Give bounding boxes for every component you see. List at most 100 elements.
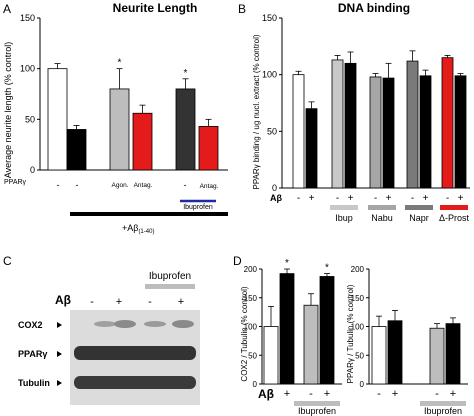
b-group-label-3: Napr xyxy=(409,213,429,223)
b-bar-6 xyxy=(382,77,395,189)
panel-b-title: DNA binding xyxy=(338,1,410,15)
d-left-sign-label-3: - xyxy=(309,388,313,400)
b-group-bar-1 xyxy=(330,205,358,210)
panel-c-ibuprofen-bar xyxy=(145,284,195,289)
b-ytick-label-1: 50 xyxy=(267,126,277,136)
blot-band-cox2-4 xyxy=(172,320,194,328)
blot-band-ppar xyxy=(74,346,196,360)
b-bar-4 xyxy=(344,62,357,189)
panel-c-sign-1: - xyxy=(90,296,94,308)
blot-arrow-tubulin xyxy=(57,380,62,386)
d-right-ytick-label-4: 200 xyxy=(351,265,365,274)
panel-d-ibuprofen-label-left: Ibuprofen xyxy=(298,406,336,416)
b-group-label-1: Ibup xyxy=(335,213,353,223)
blot-band-cox2-3 xyxy=(144,321,166,327)
d-left-bar-4 xyxy=(319,276,335,385)
b-bar-2 xyxy=(305,108,318,189)
d-right-bar-3 xyxy=(429,327,445,385)
panel-d-ylabel-left: COX2 / Tubulin (% control) xyxy=(240,286,249,381)
b-group-bar-4 xyxy=(440,205,468,210)
d-left-significance-2: * xyxy=(285,258,289,269)
a-bar-3 xyxy=(109,88,130,171)
a-category-label-5: - xyxy=(184,180,187,190)
d-left-ytick-label-4: 200 xyxy=(244,265,258,274)
b-group-bar-2 xyxy=(368,205,396,210)
b-bar-9 xyxy=(441,57,454,189)
panel-d-ibuprofen-bar-left xyxy=(294,401,340,406)
panel-c-sign-3: - xyxy=(148,296,152,308)
d-left-sign-label-4: + xyxy=(324,388,330,400)
b-sign-label-8: + xyxy=(423,193,429,204)
d-right-ytick-label-3: 150 xyxy=(351,294,365,303)
d-left-ytick-label-0: 0 xyxy=(253,380,258,389)
a-category-label-4: Antag. xyxy=(134,182,153,189)
panel-b-abeta-label: Aβ xyxy=(270,193,282,203)
panel-a-abeta-sub: (1-40) xyxy=(138,229,154,235)
category-labels: - - Agon. Antag. - Antag.- + - + - + - + - +Ibup Nabu Na… xyxy=(57,180,470,400)
b-bar-7 xyxy=(406,60,419,189)
blot-row-label-tubulin: Tubulin xyxy=(18,378,50,388)
b-sign-label-5: - xyxy=(374,193,377,204)
panel-a-row-label: PPARγ xyxy=(4,179,27,186)
d-right-bar-4 xyxy=(445,323,461,385)
d-left-sign-label-2: + xyxy=(284,388,290,400)
panel-d-ibuprofen-bar-right xyxy=(420,401,466,406)
b-bar-3 xyxy=(331,59,344,189)
b-sign-label-4: + xyxy=(348,193,354,204)
a-ytick-label-0: 0 xyxy=(30,165,35,175)
panel-a-title: Neurite Length xyxy=(113,1,198,15)
b-sign-label-1: - xyxy=(297,193,300,204)
b-sign-label-10: + xyxy=(458,193,464,204)
panel-a-ylabel: Average neurite length (% control) xyxy=(3,42,13,178)
panel-b-letter: B xyxy=(238,2,246,16)
panel-c-letter: C xyxy=(3,254,12,268)
d-right-sign-label-1: - xyxy=(377,388,381,400)
a-significance-3: * xyxy=(118,58,122,69)
b-bar-8 xyxy=(419,75,432,189)
d-right-ytick-label-0: 0 xyxy=(360,380,365,389)
b-group-bar-3 xyxy=(405,205,433,210)
chart-a: 0 50 100 150 * * xyxy=(20,13,228,175)
a-category-label-2: - xyxy=(76,180,79,190)
a-category-label-6: Antag. xyxy=(200,183,219,190)
b-group-label-2: Nabu xyxy=(371,213,393,223)
a-bar-4 xyxy=(132,112,153,171)
d-right-bar-1 xyxy=(371,326,387,385)
panel-a-abeta-label: +Aβ(1-40) xyxy=(122,223,154,235)
a-ytick-label-1: 50 xyxy=(25,114,35,124)
d-left-ytick-label-2: 100 xyxy=(244,323,258,332)
d-right-bar-2 xyxy=(387,320,403,385)
panel-c-ibuprofen-label: Ibuprofen xyxy=(149,271,191,282)
b-sign-label-2: + xyxy=(309,193,315,204)
panel-c-sign-4: + xyxy=(178,296,184,308)
b-sign-label-6: + xyxy=(386,193,392,204)
b-sign-label-3: - xyxy=(336,193,339,204)
panel-c-sign-2: + xyxy=(116,296,122,308)
chart-b: 0 50 100 150 xyxy=(262,13,470,193)
d-right-ytick-label-1: 50 xyxy=(355,351,364,360)
panel-a-letter: A xyxy=(3,2,11,16)
d-right-sign-label-3: - xyxy=(435,388,439,400)
b-ytick-label-3: 150 xyxy=(262,13,277,23)
d-left-ytick-label-3: 150 xyxy=(244,294,258,303)
a-bar-2 xyxy=(66,129,87,171)
d-left-bar-3 xyxy=(303,304,319,385)
panel-b-ylabel: PPARγ binding / ug nucl. extract (% cont… xyxy=(252,34,261,189)
blot-row-label-cox2: COX2 xyxy=(18,320,43,330)
panel-a-abeta-text: +Aβ xyxy=(122,223,138,233)
panel-d-ibuprofen-label-right: Ibuprofen xyxy=(424,406,462,416)
panel-d-abeta-label: Aβ xyxy=(258,387,274,401)
d-right-sign-label-4: + xyxy=(450,388,456,400)
blot-row-label-ppar: PPARγ xyxy=(18,349,47,359)
panel-d-letter: D xyxy=(233,254,242,268)
d-left-bar-2 xyxy=(279,273,295,385)
blot-arrow-cox2 xyxy=(57,322,62,328)
b-sign-label-7: - xyxy=(411,193,414,204)
d-right-sign-label-2: + xyxy=(392,388,398,400)
a-significance-5: * xyxy=(184,68,188,79)
d-left-bar-1 xyxy=(263,326,279,385)
b-ytick-label-2: 100 xyxy=(262,70,277,80)
a-ytick-label-3: 150 xyxy=(20,13,35,23)
blot-band-cox2-2 xyxy=(114,320,136,328)
